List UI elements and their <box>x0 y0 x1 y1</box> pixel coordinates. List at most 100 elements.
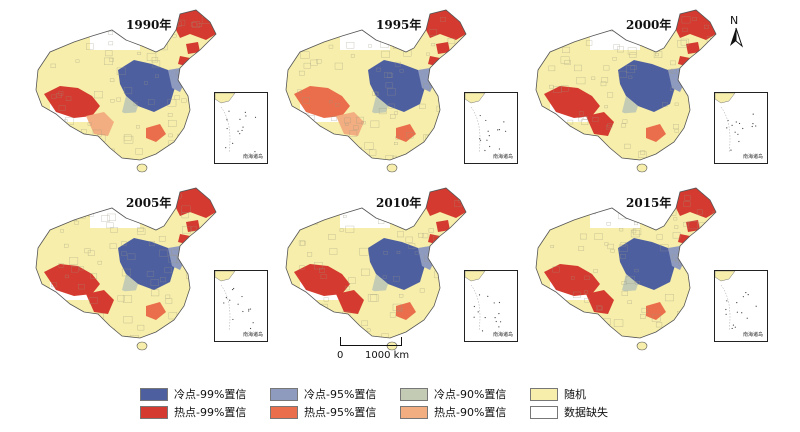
island-dot <box>481 330 484 332</box>
island-dot <box>242 310 244 313</box>
region-hot-95 <box>146 302 166 320</box>
legend-label: 数据缺失 <box>564 406 608 419</box>
region-hot-northeast <box>686 42 700 54</box>
island-dot <box>497 129 499 131</box>
map-regions <box>536 188 716 338</box>
region-hot-southwest <box>336 112 364 136</box>
map-panel-1995: 1995年 南海诸岛 <box>280 8 530 178</box>
island-dot <box>239 133 241 135</box>
island-dot <box>248 308 250 310</box>
island-dot <box>225 147 227 149</box>
map-panel-2000: 2000年 南海诸岛 <box>530 8 780 178</box>
map-regions <box>36 10 216 160</box>
hainan-island <box>136 341 148 351</box>
map-panel-2010: 2010年 南海诸岛 <box>280 186 530 356</box>
island-dot <box>242 126 244 128</box>
island-dot <box>489 145 491 148</box>
boundary-line <box>470 106 481 154</box>
legend-swatch <box>530 388 558 401</box>
inset-caption: 南海诸岛 <box>492 154 513 160</box>
region-hot-west <box>294 264 350 296</box>
china-map <box>285 9 467 173</box>
inset-islands <box>215 271 254 332</box>
island-dot <box>225 297 227 299</box>
region-hot-southwest <box>586 112 614 136</box>
island-dot <box>745 291 747 294</box>
island-dot <box>494 316 496 319</box>
china-map <box>285 187 467 351</box>
island-dot <box>479 139 482 141</box>
south-china-sea-inset: 南海诸岛 <box>214 270 268 342</box>
boundary-line <box>220 284 231 332</box>
island-dot <box>245 115 247 117</box>
boundary-line <box>220 106 231 154</box>
legend-label: 冷点-90%置信 <box>434 388 507 401</box>
legend-swatch <box>140 406 168 419</box>
island-dot <box>252 322 254 324</box>
legend-swatch <box>400 406 428 419</box>
legend-label: 随机 <box>564 388 586 401</box>
island-dot <box>484 149 486 152</box>
region-hot-west <box>544 86 600 118</box>
country-outline <box>35 9 217 161</box>
island-dot <box>254 151 256 153</box>
south-china-sea-inset: 南海诸岛 <box>214 92 268 164</box>
scale-bar-line <box>340 337 402 346</box>
region-cold-99 <box>368 238 426 290</box>
inset-islands <box>715 271 757 332</box>
island-dot <box>478 294 481 296</box>
inset-islands <box>465 93 507 154</box>
year-label: 1995年 <box>376 18 422 32</box>
inset-caption: 南海诸岛 <box>742 332 763 338</box>
island-dot <box>498 128 501 131</box>
hainan-island <box>636 163 648 173</box>
map-regions <box>286 10 466 160</box>
region-hot-95 <box>646 124 666 142</box>
island-dot <box>498 301 501 304</box>
boundary-line <box>720 284 731 332</box>
region-hot-northeast <box>426 188 466 218</box>
south-china-sea-inset: 南海诸岛 <box>464 270 518 342</box>
region-hot-95 <box>396 124 416 142</box>
north-arrow-icon <box>730 27 744 48</box>
island-dot <box>488 135 490 137</box>
inset-islands <box>215 93 257 154</box>
island-dot <box>237 130 239 132</box>
scale-end-label: 1000 km <box>365 350 410 361</box>
island-dot <box>231 288 234 291</box>
island-dot <box>487 130 489 132</box>
island-dot <box>504 130 507 132</box>
year-label: 1990年 <box>126 18 172 32</box>
country-outline <box>285 9 467 161</box>
island-dot <box>232 142 234 144</box>
island-dot <box>737 133 739 135</box>
island-dot <box>244 111 246 113</box>
island-dot <box>725 313 727 315</box>
island-dot <box>725 308 727 311</box>
inset-caption: 南海诸岛 <box>492 332 513 338</box>
region-hot-southwest <box>586 290 614 314</box>
region-hot-northeast <box>676 188 716 218</box>
year-label: 2015年 <box>626 196 672 210</box>
region-hot-95 <box>396 302 416 320</box>
hainan-island <box>386 163 398 173</box>
region-hot-95 <box>146 124 166 142</box>
island-dot <box>473 316 475 318</box>
island-dot <box>486 139 488 141</box>
inset-coast <box>715 271 736 282</box>
island-dot <box>755 125 757 127</box>
inset-coast <box>715 93 736 104</box>
china-map <box>535 9 717 173</box>
island-dot <box>755 305 757 307</box>
island-dot <box>241 129 243 132</box>
region-hot-northeast <box>176 10 216 40</box>
map-regions <box>36 188 216 338</box>
island-dot <box>498 148 501 150</box>
island-dot <box>239 118 241 120</box>
inset-coast <box>465 93 486 104</box>
south-china-sea-inset: 南海诸岛 <box>714 270 768 342</box>
island-dot <box>732 324 735 326</box>
legend-swatch <box>530 406 558 419</box>
region-hot-southwest <box>86 290 114 314</box>
island-dot <box>752 113 754 115</box>
